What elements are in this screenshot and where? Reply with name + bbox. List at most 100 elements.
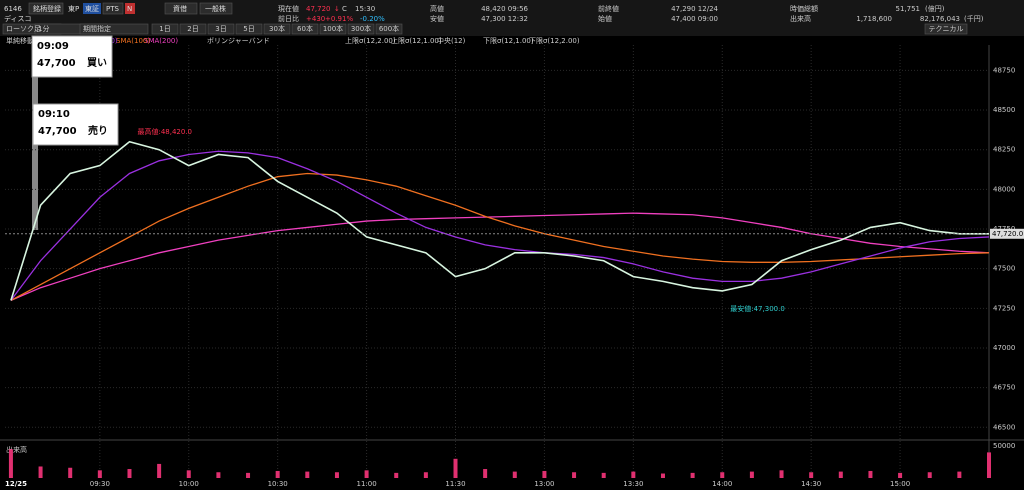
prev: 47,290 12/24: [671, 5, 718, 13]
y-tick-label: 47000: [993, 344, 1015, 352]
header: 6146 銘柄登録 東P 東証 PTS N ディスコ 資借 一般株 現在値 47…: [4, 4, 984, 23]
band-legend: 下限σ(12,1.00): [483, 36, 534, 45]
last-price-box: [990, 228, 1024, 239]
x-tick-label: 10:30: [268, 480, 288, 488]
volume-bar: [838, 471, 843, 478]
range-label[interactable]: 3日: [215, 25, 226, 33]
range-button[interactable]: [207, 23, 235, 35]
label: 時価総額: [790, 4, 818, 13]
x-tick-label: 09:30: [90, 480, 110, 488]
unit: (千円): [964, 14, 984, 23]
range-label[interactable]: 100本: [323, 24, 343, 33]
range-button[interactable]: [263, 23, 291, 35]
series-line: [10, 140, 989, 301]
stock-name: ディスコ: [4, 14, 32, 23]
last-price-label: 47,720.0: [992, 230, 1023, 238]
volume-bar: [927, 472, 932, 478]
label: 現在値: [278, 4, 299, 13]
button[interactable]: [102, 2, 124, 15]
y-tick-label: 46750: [993, 384, 1015, 392]
popup-time: 09:09: [37, 41, 69, 52]
volume-bar: [246, 472, 251, 478]
n-badge: N: [127, 5, 132, 13]
button[interactable]: [199, 2, 233, 15]
volume-bar: [216, 472, 221, 478]
popup-side: 売り: [88, 124, 108, 137]
volume-bar: [720, 472, 725, 478]
x-tick-label: 13:00: [534, 480, 554, 488]
range-button[interactable]: [235, 23, 263, 35]
range-button[interactable]: [151, 23, 179, 35]
price: 47,720: [306, 5, 331, 13]
volume-bar: [157, 463, 162, 478]
volume-bar: [690, 472, 695, 478]
button[interactable]: [28, 2, 64, 15]
x-tick-label: 13:30: [623, 480, 643, 488]
series-line: [10, 212, 990, 301]
label: 出来高: [790, 14, 811, 23]
exchange: 東証: [85, 4, 99, 13]
button[interactable]: [164, 2, 198, 15]
volume-bar: [542, 470, 547, 478]
series-line: [10, 172, 990, 301]
select[interactable]: [79, 23, 149, 35]
market: 東P: [68, 4, 79, 13]
volume-bar: [305, 471, 310, 478]
range-button[interactable]: [291, 23, 319, 35]
volume-bar: [987, 452, 991, 478]
volume-bar: [186, 470, 191, 478]
volume-bar: [423, 472, 428, 478]
y-tick-label: 46500: [993, 423, 1015, 431]
volume-bar: [809, 472, 814, 478]
y-tick-label: 48000: [993, 185, 1015, 193]
change-pct2: -0.20%: [360, 15, 385, 23]
range-button[interactable]: [319, 23, 347, 35]
volume-bar: [364, 470, 369, 478]
x-tick-label: 10:00: [179, 480, 199, 488]
low: 47,300 12:32: [481, 15, 528, 23]
popup-price: 47,700: [38, 126, 77, 137]
range-button[interactable]: [375, 23, 403, 35]
x-tick-label: 15:00: [890, 480, 910, 488]
volume-bar: [512, 471, 517, 478]
volume-bar: [868, 470, 873, 478]
label: 高値: [430, 4, 444, 13]
range-label[interactable]: 5日: [243, 25, 254, 33]
change: +430: [306, 15, 325, 23]
range-label[interactable]: 60本: [297, 24, 313, 33]
volume-bar: [334, 472, 339, 478]
volume-bar: [38, 466, 43, 478]
legend-sma: 単純移動平均: [6, 36, 48, 45]
volume-bar: [898, 472, 903, 478]
popup-time: 09:10: [38, 109, 70, 120]
label: 安値: [430, 14, 444, 23]
high-annotation: 最高値:48,420.0: [137, 127, 192, 136]
y-tick-label: 48250: [993, 146, 1015, 154]
volume-bar: [97, 470, 102, 478]
range-button[interactable]: [347, 23, 375, 35]
chart-kind: ローソク足: [6, 25, 41, 33]
volume-bar: [483, 469, 488, 478]
date: 12/25: [5, 480, 27, 488]
technical[interactable]: テクニカル: [929, 25, 964, 33]
range-button[interactable]: [179, 23, 207, 35]
y-tick-label: 48500: [993, 106, 1015, 114]
volume-bar: [601, 472, 606, 478]
open: 47,400 09:00: [671, 15, 718, 23]
range-label[interactable]: 2日: [187, 25, 198, 33]
arrow: ↓: [334, 5, 340, 13]
credit: 資借: [173, 4, 187, 13]
volume-bar: [749, 471, 754, 478]
range-label[interactable]: 30本: [269, 24, 285, 33]
interval: 1分: [38, 24, 49, 33]
volume-bar: [631, 471, 636, 478]
range-label[interactable]: 300本: [351, 24, 371, 33]
range-label[interactable]: 600本: [379, 24, 399, 33]
button[interactable]: [924, 23, 968, 35]
range-label[interactable]: 1日: [159, 25, 170, 33]
button[interactable]: [125, 3, 135, 14]
label: 始値: [598, 14, 612, 23]
volume-label: 出来高: [6, 445, 27, 454]
button[interactable]: [83, 3, 101, 14]
